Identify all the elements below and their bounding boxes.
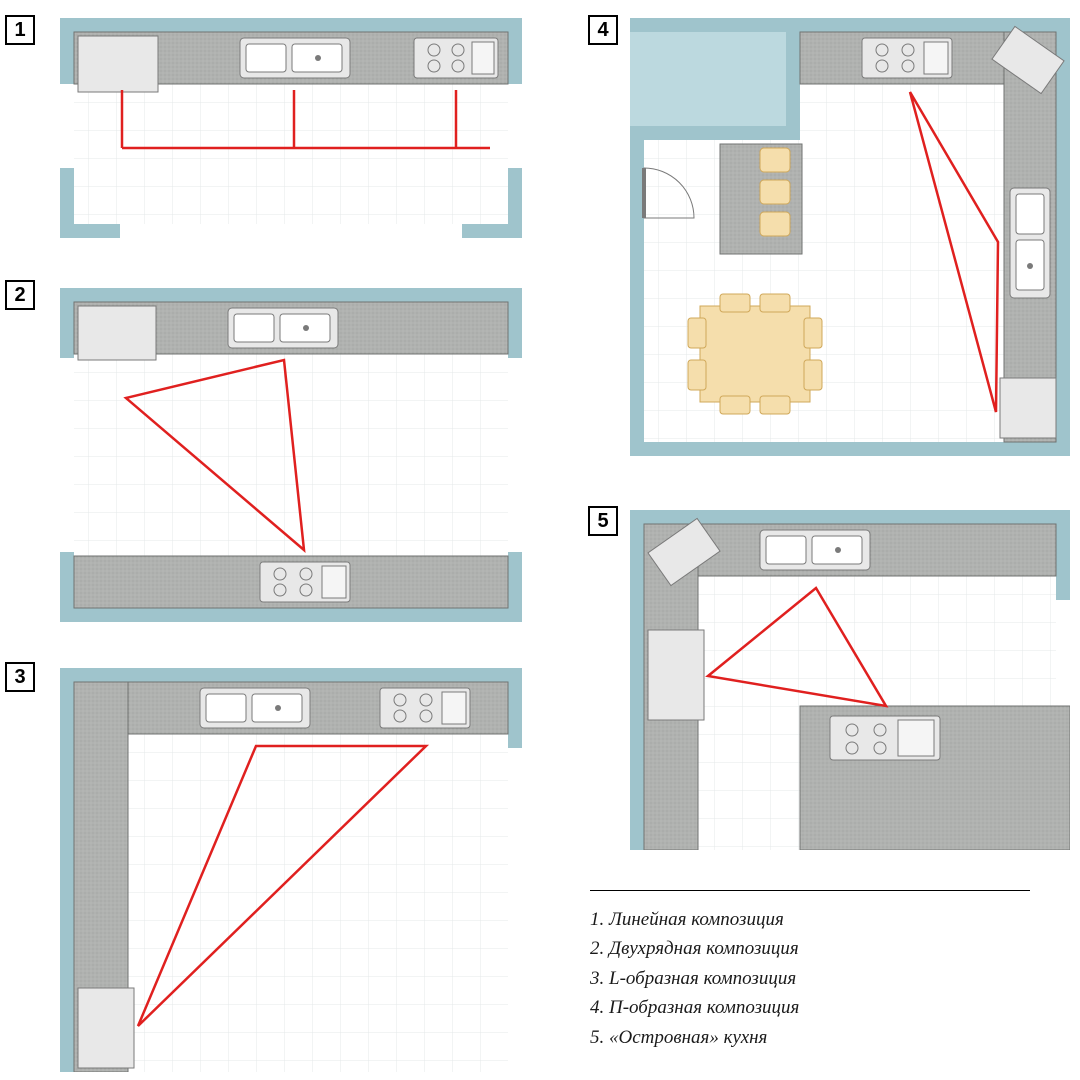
cooktop-icon bbox=[260, 562, 350, 602]
label-2: 2 bbox=[5, 280, 35, 310]
legend-item-2: 2. Двухрядная композиция bbox=[590, 934, 1030, 963]
label-1: 1 bbox=[5, 15, 35, 45]
dining-table bbox=[688, 294, 822, 414]
sink-icon bbox=[760, 530, 870, 570]
sink-icon bbox=[1010, 188, 1050, 298]
plan-ushape bbox=[630, 18, 1070, 456]
legend-rule bbox=[590, 890, 1030, 891]
plan-parallel bbox=[60, 288, 522, 622]
legend-item-1: 1. Линейная композиция bbox=[590, 905, 1030, 934]
sink-icon bbox=[228, 308, 338, 348]
cooktop-icon bbox=[414, 38, 498, 78]
cooktop-icon bbox=[380, 688, 470, 728]
label-5: 5 bbox=[588, 506, 618, 536]
label-3: 3 bbox=[5, 662, 35, 692]
cooktop-icon bbox=[830, 716, 940, 760]
legend-item-3: 3. L-образная композиция bbox=[590, 964, 1030, 993]
sink-icon bbox=[240, 38, 350, 78]
plan-island bbox=[630, 510, 1070, 850]
legend: 1. Линейная композиция 2. Двухрядная ком… bbox=[590, 890, 1030, 1052]
legend-item-5: 5. «Островная» кухня bbox=[590, 1023, 1030, 1052]
plan-lshape bbox=[60, 668, 522, 1072]
sink-icon bbox=[200, 688, 310, 728]
plan-linear bbox=[60, 18, 522, 238]
legend-item-4: 4. П-образная композиция bbox=[590, 993, 1030, 1022]
label-4: 4 bbox=[588, 15, 618, 45]
cooktop-icon bbox=[862, 38, 952, 78]
